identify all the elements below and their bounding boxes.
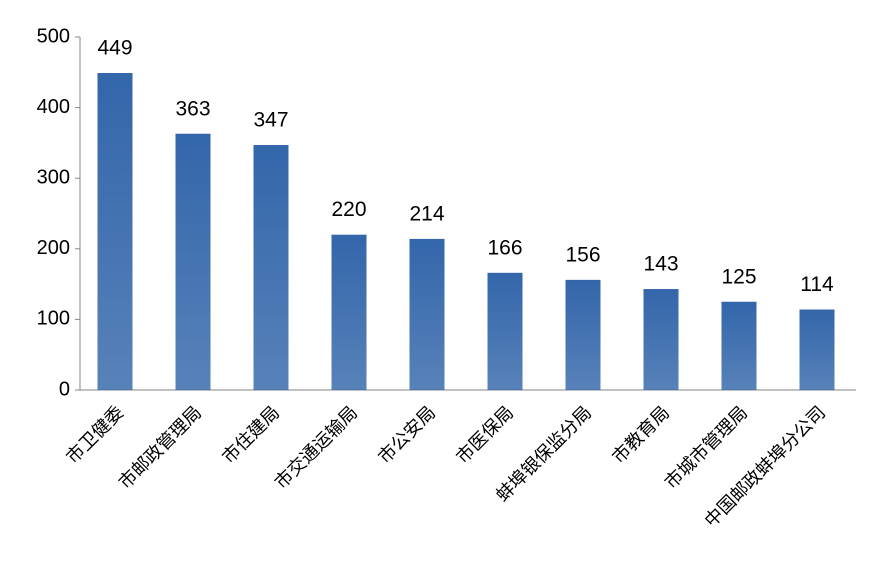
- x-tick-label: 市住建局: [218, 402, 284, 468]
- x-tick-label: 市医保局: [452, 402, 518, 468]
- bar: [565, 279, 601, 390]
- y-tick-label: 200: [37, 237, 70, 259]
- bar: [409, 238, 445, 390]
- bar: [487, 272, 523, 390]
- y-tick-label: 400: [37, 96, 70, 118]
- value-label: 114: [800, 273, 834, 296]
- value-label: 449: [97, 37, 132, 60]
- x-tick-label: 市交通运输局: [271, 402, 362, 493]
- y-tick-label: 300: [37, 166, 70, 188]
- bar: [175, 133, 211, 391]
- value-label: 143: [643, 253, 678, 276]
- value-label: 214: [409, 202, 444, 225]
- bar: [799, 309, 835, 390]
- bar: [331, 234, 367, 390]
- value-label: 125: [721, 265, 756, 288]
- x-tick-label: 市教育局: [608, 402, 674, 468]
- bar: [643, 289, 679, 390]
- value-label: 347: [253, 109, 288, 132]
- bar: [721, 301, 757, 390]
- value-label: 166: [487, 236, 522, 259]
- bar: [97, 73, 133, 391]
- x-tick-label: 市卫健委: [62, 402, 128, 468]
- bar: [253, 145, 289, 390]
- value-label: 363: [175, 97, 210, 120]
- y-tick-label: 0: [59, 378, 70, 400]
- value-label: 156: [565, 243, 600, 266]
- x-tick-label: 市公安局: [374, 402, 440, 468]
- y-tick-label: 500: [37, 25, 70, 47]
- x-tick-label: 市邮政管理局: [115, 402, 206, 493]
- y-tick-label: 100: [37, 308, 70, 330]
- value-label: 220: [331, 198, 366, 221]
